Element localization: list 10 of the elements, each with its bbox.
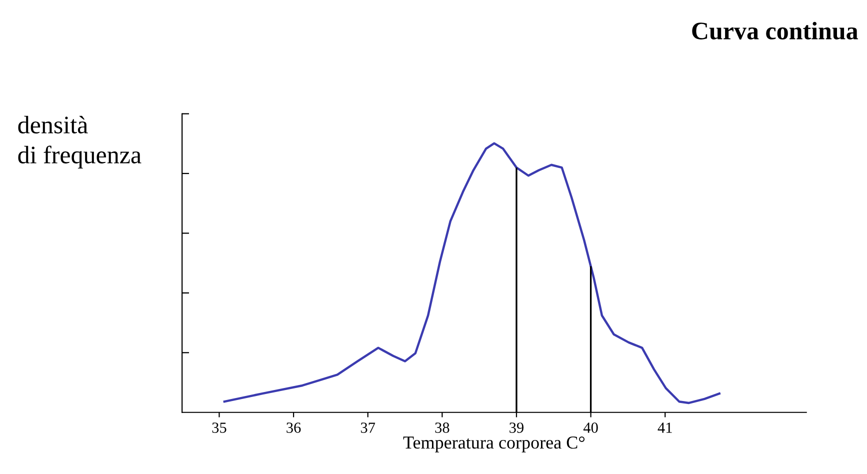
- x-tick-label: 39: [510, 422, 524, 433]
- x-tick-label: 41: [658, 422, 672, 433]
- x-axis-title: Temperatura corporea C°: [403, 436, 585, 452]
- x-tick-label: 36: [286, 422, 301, 433]
- x-tick-label: 35: [212, 422, 226, 433]
- chart-title: Curva continua: [692, 22, 858, 40]
- x-tick-label: 38: [435, 422, 450, 433]
- x-tick-label: 40: [583, 422, 598, 433]
- x-tick-label: 37: [360, 422, 376, 433]
- y-axis-title: densità di frequenza: [18, 116, 142, 169]
